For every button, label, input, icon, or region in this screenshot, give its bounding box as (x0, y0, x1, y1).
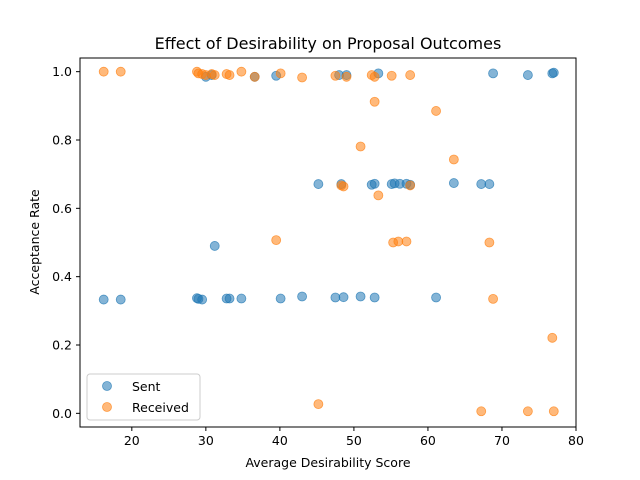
data-point-sent (236, 293, 247, 304)
data-point-sent (209, 241, 220, 251)
y-tick-label: 0.8 (52, 133, 72, 148)
data-point-sent (369, 292, 380, 303)
data-point-sent (115, 294, 126, 305)
data-points (98, 66, 559, 417)
x-tick-label: 40 (272, 433, 288, 448)
data-point-received (476, 406, 487, 417)
data-point-sent (197, 294, 208, 305)
y-tick-label: 0.0 (52, 406, 72, 421)
series-received (98, 66, 559, 417)
x-tick-label: 70 (494, 433, 510, 448)
data-point-sent (448, 178, 459, 188)
data-point-received (547, 332, 558, 343)
plot-frame (79, 57, 577, 428)
data-point-sent (330, 292, 341, 303)
data-point-sent (224, 293, 235, 304)
y-axis-label: Acceptance Rate (27, 189, 42, 295)
data-point-received (313, 399, 324, 410)
data-point-received (522, 406, 533, 417)
data-point-received (484, 237, 495, 248)
data-point-received (431, 106, 441, 116)
data-point-sent (522, 70, 533, 80)
data-point-received (405, 70, 416, 80)
data-point-received (341, 71, 352, 82)
data-point-received (386, 70, 397, 81)
data-point-received (275, 68, 286, 79)
x-axis: 20 30 40 50 60 70 80 (124, 427, 584, 448)
data-point-received (488, 293, 498, 304)
x-tick-label: 60 (420, 433, 436, 448)
data-point-sent (476, 179, 487, 189)
chart-title: Effect of Desirability on Proposal Outco… (155, 34, 502, 53)
data-point-sent (338, 292, 349, 303)
data-point-received (98, 66, 109, 77)
data-point-received (338, 181, 349, 192)
x-axis-label: Average Desirability Score (245, 455, 410, 470)
data-point-received (209, 70, 220, 80)
y-tick-label: 0.4 (52, 269, 72, 284)
data-point-received (271, 235, 282, 246)
x-tick-label: 30 (198, 433, 214, 448)
data-point-sent (488, 68, 498, 79)
data-point-received (236, 66, 247, 77)
x-tick-label: 50 (346, 433, 362, 448)
y-tick-label: 1.0 (52, 64, 72, 79)
data-point-received (224, 70, 235, 80)
legend-label-received: Received (132, 400, 189, 415)
y-tick-label: 0.6 (52, 201, 72, 216)
data-point-sent (431, 292, 441, 303)
legend-box (86, 373, 201, 421)
data-point-received (405, 180, 416, 191)
data-point-received (249, 71, 260, 82)
data-point-sent (313, 179, 324, 189)
data-point-received (448, 154, 459, 165)
data-point-received (401, 236, 412, 247)
data-point-received (548, 406, 559, 417)
legend: Sent Received (86, 373, 201, 421)
data-point-sent (484, 179, 495, 189)
data-point-received (369, 71, 380, 82)
data-point-sent (297, 291, 307, 302)
data-point-received (297, 72, 307, 83)
data-point-received (355, 141, 366, 152)
data-point-received (373, 190, 384, 201)
data-point-received (393, 236, 404, 247)
legend-marker-sent (102, 381, 112, 391)
legend-marker-received (102, 402, 112, 412)
data-point-sent (369, 178, 380, 189)
series-sent (98, 67, 559, 305)
y-tick-label: 0.2 (52, 338, 72, 353)
legend-label-sent: Sent (132, 379, 161, 394)
data-point-sent (275, 293, 286, 304)
data-point-sent (355, 291, 366, 302)
data-point-sent (98, 294, 109, 305)
y-axis: 0.0 0.2 0.4 0.6 0.8 1.0 (52, 64, 80, 421)
data-point-received (330, 70, 341, 81)
x-tick-label: 20 (124, 433, 140, 448)
x-tick-label: 80 (568, 433, 584, 448)
data-point-received (369, 96, 380, 107)
data-point-sent (548, 67, 559, 78)
data-point-received (115, 66, 126, 77)
